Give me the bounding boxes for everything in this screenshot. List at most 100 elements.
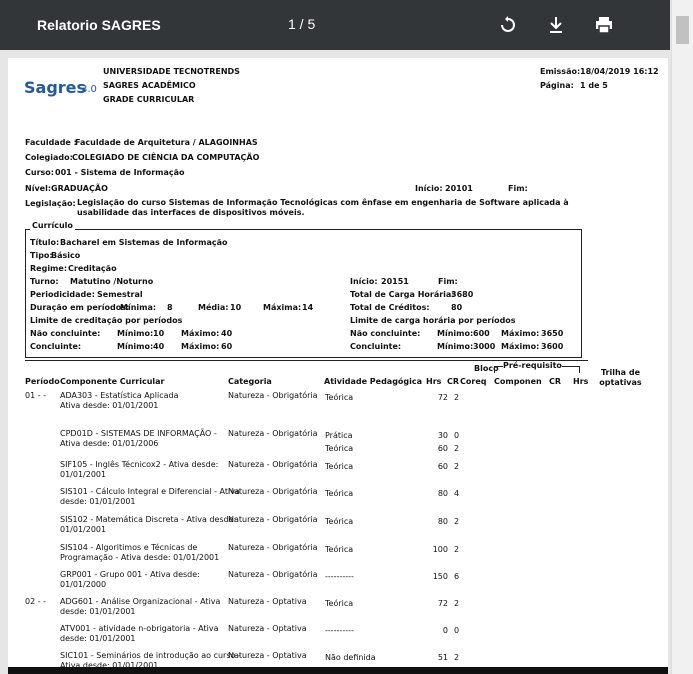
label: Mínimo: <box>437 329 474 338</box>
value: Faculdade de Arquitetura / ALAGOINHAS <box>75 138 258 147</box>
label: Máximo: <box>501 342 540 351</box>
value: 3600 <box>541 342 564 351</box>
column-header: Componente Curricular <box>60 377 165 386</box>
active-since: Ativa desde: 01/01/2001 <box>60 661 159 670</box>
column-header: Trilha de optativas <box>599 368 642 387</box>
value: 001 - Sistema de Informação <box>55 168 185 177</box>
label: Início: <box>350 277 378 286</box>
label: Emissão: <box>540 67 581 76</box>
value: Matutino /Noturno <box>70 277 154 286</box>
label: Tipo: <box>30 251 53 260</box>
scrollbar[interactable] <box>671 0 693 674</box>
active-since: desde: 01/01/2001 <box>60 634 136 643</box>
label: Colegiado: <box>25 153 73 162</box>
label: Máximo: <box>181 342 220 351</box>
credits: 2 <box>454 653 460 662</box>
activity: Teórica <box>325 517 354 526</box>
activity: Teórica <box>325 462 354 471</box>
credits: 6 <box>454 572 460 581</box>
credits: 0 <box>454 431 460 440</box>
activity: ---------- <box>325 572 354 581</box>
component: ATV001 - atividade n-obrigatoria - Ativa <box>60 624 219 633</box>
column-header: Hrs <box>426 377 442 386</box>
hours: 100 <box>432 545 448 554</box>
page-edge <box>8 667 668 674</box>
value: 80 <box>451 303 463 312</box>
category: Natureza - Obrigatória <box>228 515 318 524</box>
label: Total de Créditos: <box>350 303 430 312</box>
column-header: Coreq <box>460 377 487 386</box>
category: Natureza - Obrigatória <box>228 487 318 496</box>
value: COLEGIADO DE CIÊNCIA DA COMPUTAÇÃO <box>72 153 260 162</box>
component: GRP001 - Grupo 001 - Ativa desde: <box>60 570 200 579</box>
column-header: CR <box>447 377 460 386</box>
credits: 2 <box>454 599 460 608</box>
box-legend: Currículo <box>30 221 75 230</box>
curriculum-box <box>25 229 582 358</box>
label: Faculdade : <box>25 138 77 147</box>
label: Curso: <box>25 168 54 177</box>
label: Duração em períodos: <box>30 303 130 312</box>
value: GRADUAÇÃO <box>51 184 108 193</box>
print-button[interactable] <box>594 15 614 35</box>
label: Regime: <box>30 264 68 273</box>
label: Fim: <box>438 277 458 286</box>
report-name: GRADE CURRICULAR <box>103 95 195 104</box>
value: 600 <box>473 329 490 338</box>
component: SIS102 - Matemática Discreta - Ativa des… <box>60 515 237 524</box>
category: Natureza - Optativa <box>228 597 307 606</box>
label: Início: <box>415 184 443 193</box>
label: Limite de creditação por períodos <box>30 316 183 325</box>
column-header: Atividade Pedagógica <box>324 377 423 386</box>
label: Turno: <box>30 277 59 286</box>
label: Legislação: <box>25 199 76 208</box>
label: Não concluinte: <box>350 329 421 338</box>
component: ADG601 - Análise Organizacional - Ativa <box>60 597 221 606</box>
rotate-button[interactable] <box>498 15 518 35</box>
activity: Não definida <box>325 653 376 662</box>
label: Mínima: <box>120 303 157 312</box>
label: Máximo: <box>181 329 220 338</box>
label: Máxima: <box>263 303 302 312</box>
download-button[interactable] <box>546 15 566 35</box>
active-since: 01/01/2001 <box>60 470 107 479</box>
active-since: desde: 01/01/2001 <box>60 607 136 616</box>
label: Título: <box>30 238 60 247</box>
period: 02 - - <box>25 597 47 606</box>
emission-date: 18/04/2019 16:12 <box>580 67 659 76</box>
value: 20101 <box>445 184 473 193</box>
hours: 60 <box>437 462 448 471</box>
toolbar: Relatorio SAGRES 1 / 5 <box>0 0 670 50</box>
value: 40 <box>153 342 165 351</box>
column-header: Hrs <box>573 377 589 386</box>
label: Máximo: <box>501 329 540 338</box>
active-since: Ativa desde: 01/01/2006 <box>60 439 159 448</box>
column-header: Pré-requisito <box>503 361 562 370</box>
activity: Teórica <box>325 444 354 453</box>
separator <box>25 360 588 361</box>
hours: 72 <box>437 393 448 402</box>
page-number: 1 de 5 <box>580 81 608 90</box>
value: 60 <box>221 342 233 351</box>
active-since: desde: 01/01/2001 <box>60 497 136 506</box>
hours: 0 <box>442 626 448 635</box>
hours: 51 <box>437 653 448 662</box>
label: Limite de carga horária por períodos <box>350 316 516 325</box>
label: Fim: <box>508 184 528 193</box>
category: Natureza - Obrigatória <box>228 543 318 552</box>
credits: 0 <box>454 626 460 635</box>
value: 8 <box>167 303 173 312</box>
label: Total de Carga Horária: <box>350 290 455 299</box>
value: 3000 <box>473 342 496 351</box>
value: 20151 <box>381 277 409 286</box>
label: Média: <box>198 303 229 312</box>
label: Nível: <box>25 184 52 193</box>
label: Concluinte: <box>30 342 82 351</box>
component: CPD01D - SISTEMAS DE INFORMAÇÃO - <box>60 429 217 438</box>
column-header: Categoria <box>228 377 272 386</box>
category: Natureza - Optativa <box>228 651 307 660</box>
label: Mínimo: <box>117 329 154 338</box>
credits: 2 <box>454 393 460 402</box>
label: Não concluinte: <box>30 329 101 338</box>
